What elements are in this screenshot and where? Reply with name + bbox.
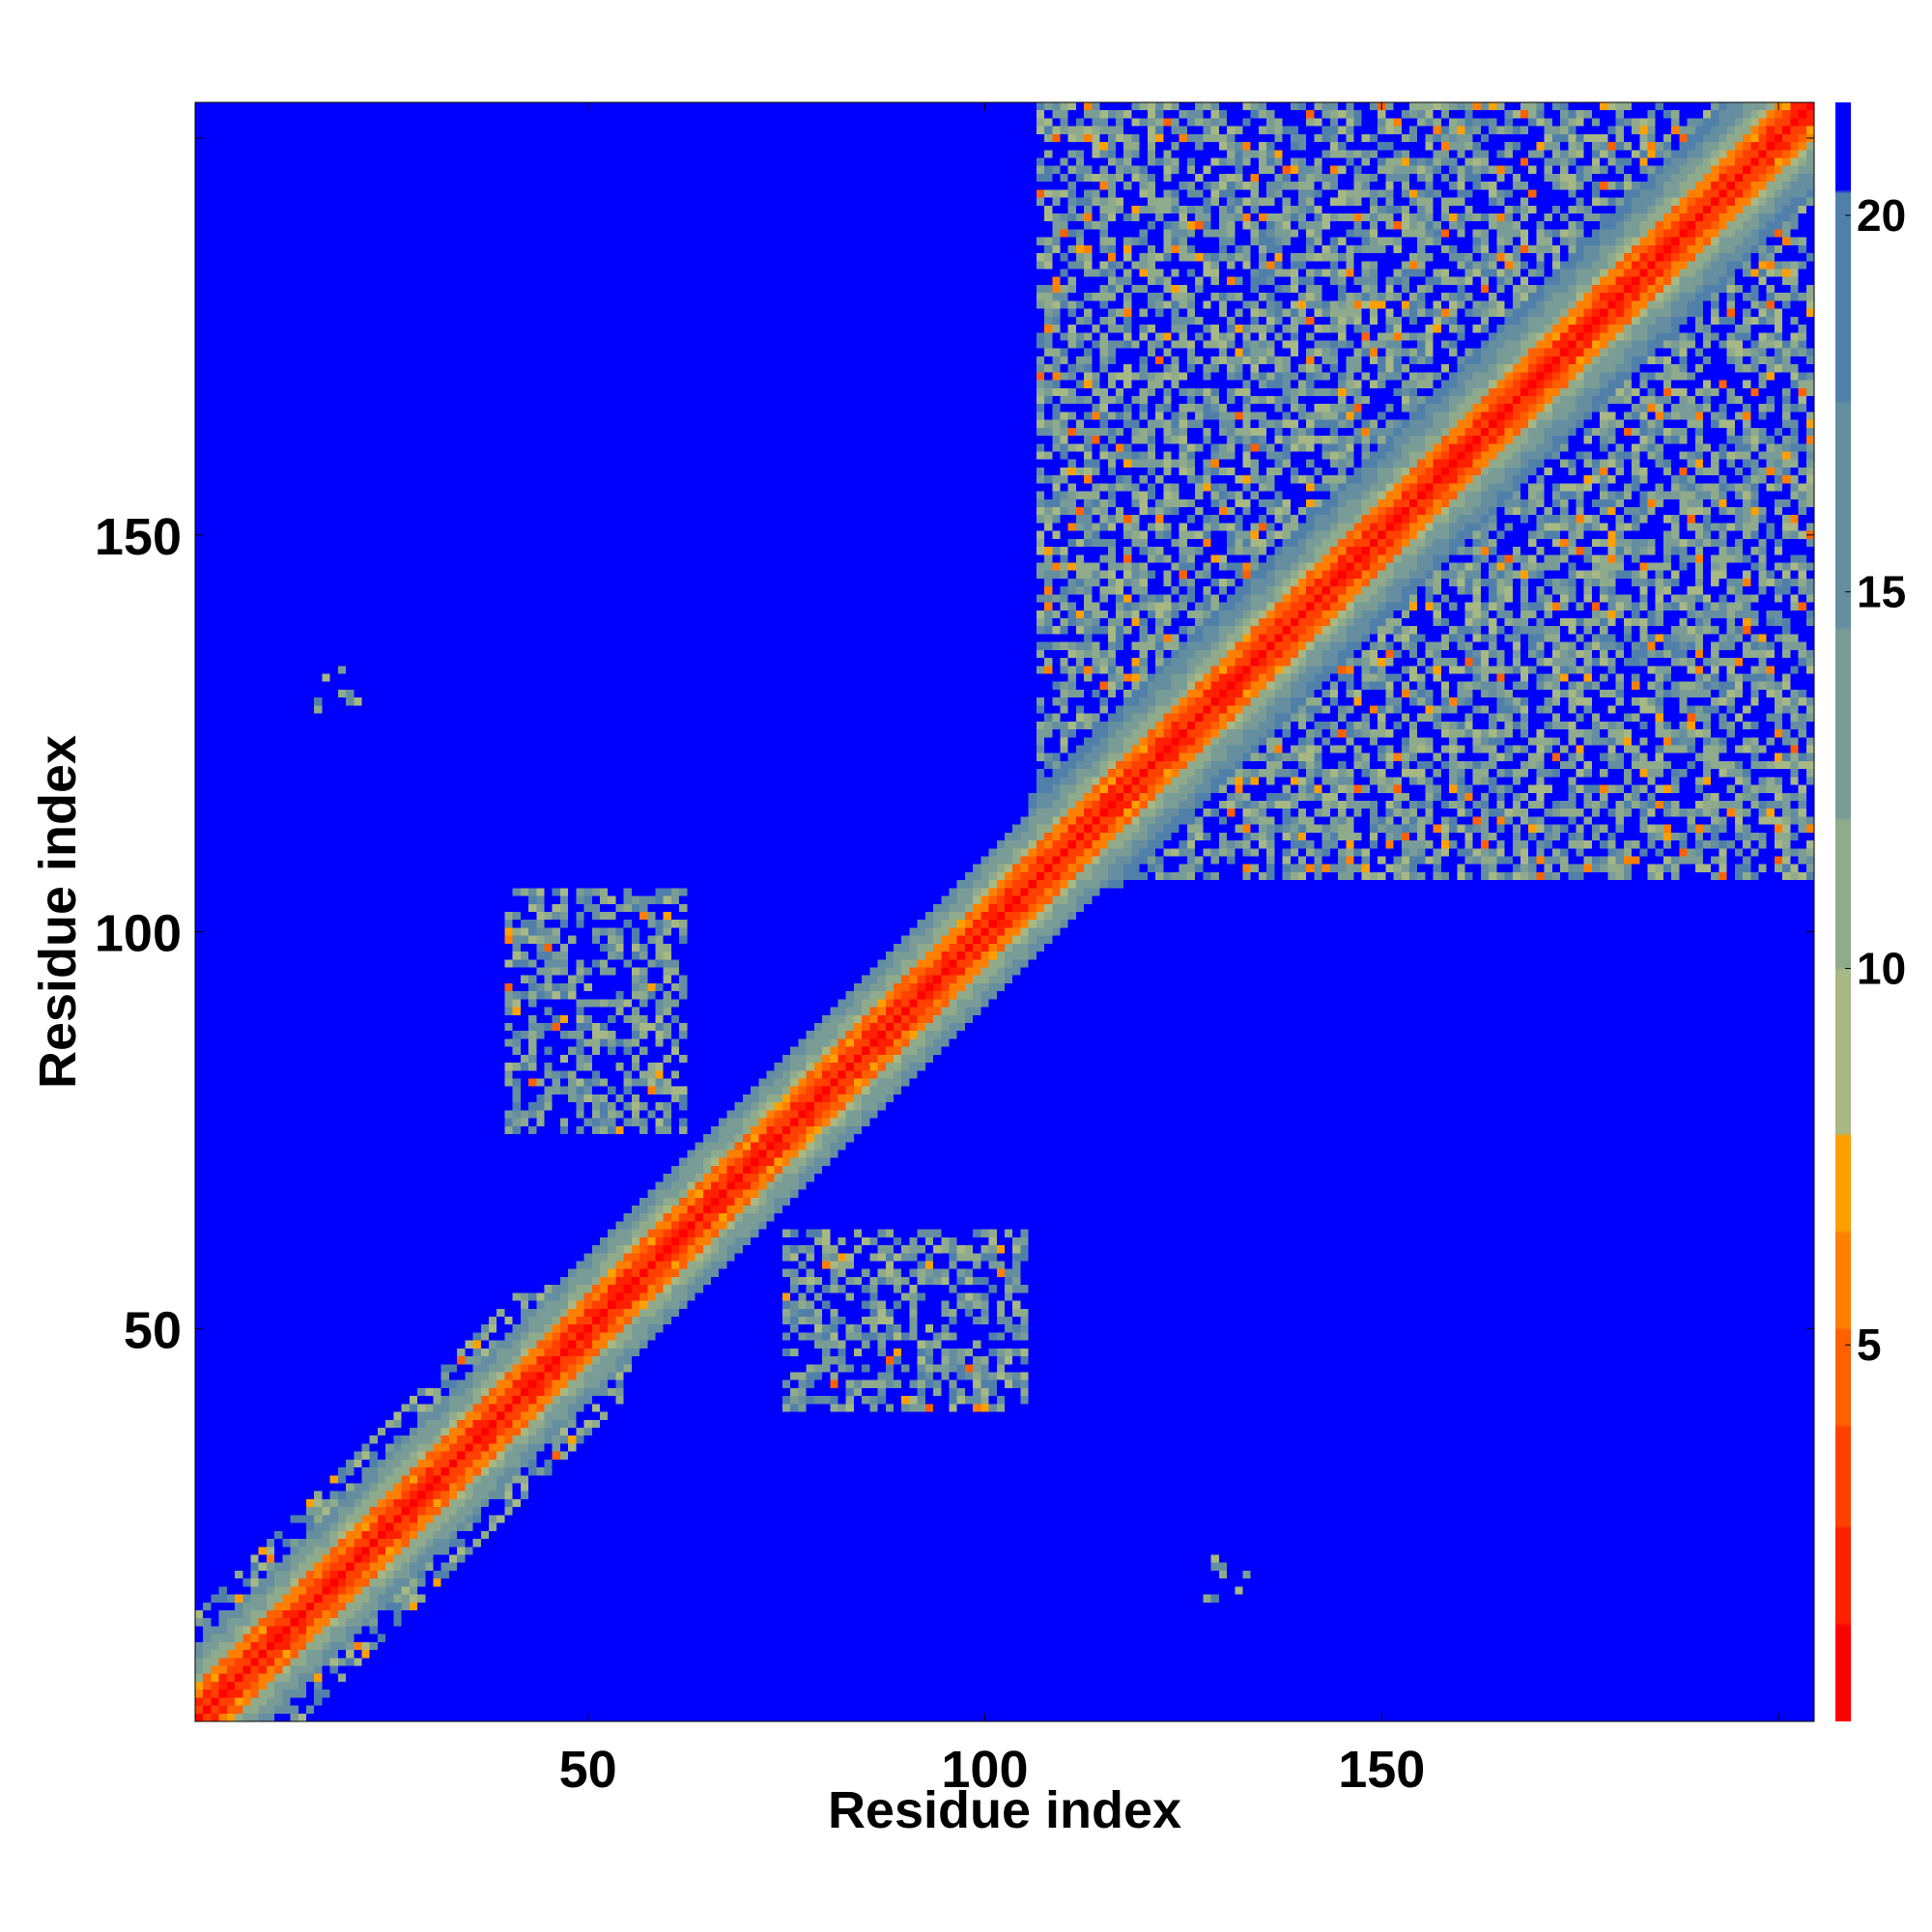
- y-tick-label: 100: [95, 905, 182, 963]
- x-tick-label: 150: [1338, 1741, 1425, 1799]
- colorbar-tick-label: 5: [1857, 1320, 1882, 1370]
- colorbar-tick-label: 10: [1857, 943, 1906, 993]
- x-axis-ticks: 50 100 150: [559, 102, 1779, 1799]
- y-axis-title: Residue index: [29, 735, 87, 1089]
- colorbar-ticks: 5 10 15 20: [1845, 190, 1906, 1370]
- x-tick-label: 50: [559, 1741, 617, 1799]
- heatmap: [195, 102, 1814, 1721]
- colorbar-tick-label: 20: [1857, 190, 1906, 241]
- x-tick-label: 100: [941, 1741, 1028, 1799]
- plot-frame: [194, 101, 1815, 1722]
- x-axis-title: Residue index: [828, 1781, 1181, 1839]
- colorbar-tick-label: 15: [1857, 567, 1906, 617]
- y-tick-label: 150: [95, 508, 182, 566]
- y-tick-label: 50: [124, 1301, 182, 1359]
- y-axis-ticks: 50 100 150: [95, 137, 1814, 1359]
- colorbar: [1835, 102, 1851, 1721]
